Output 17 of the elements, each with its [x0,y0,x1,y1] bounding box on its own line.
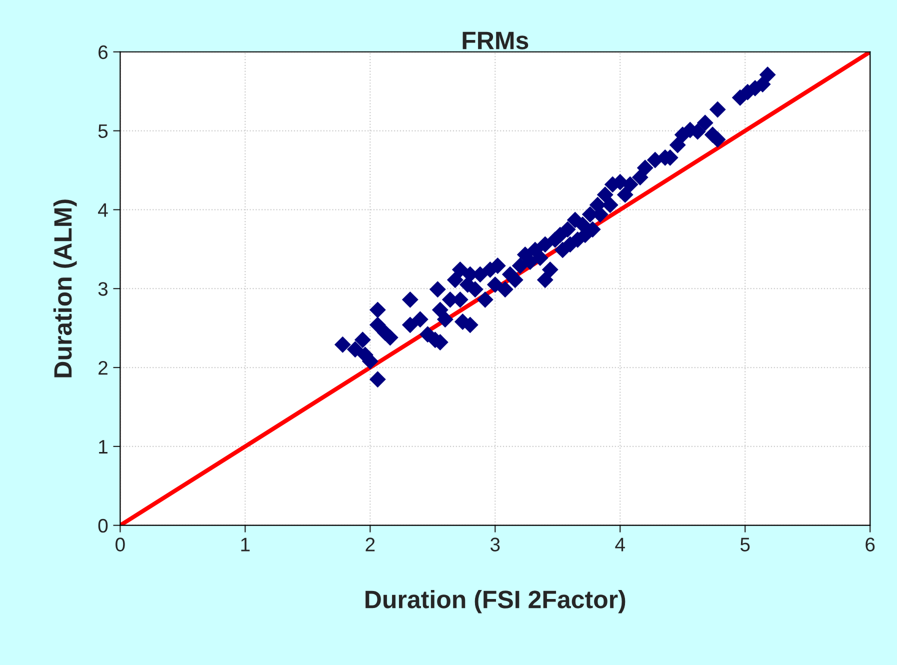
y-tick-label: 0 [98,518,108,533]
x-tick-label: 5 [740,538,750,552]
x-tick-label: 1 [241,538,250,552]
y-axis-title: Duration (ALM) [53,200,77,378]
chart-title: FRMs [462,32,528,50]
y-tick-label: 3 [98,282,108,296]
x-tick-label: 3 [490,538,500,552]
x-tick-label: 0 [116,538,125,552]
y-tick-label: 2 [98,360,108,375]
x-tick-label: 4 [615,538,625,552]
y-tick-label: 5 [98,124,108,138]
x-tick-label: 6 [866,538,875,552]
y-tick-label: 6 [98,45,108,60]
x-axis-title: Duration (FSI 2Factor) [366,590,626,614]
y-tick-label: 1 [99,440,108,454]
x-tick-label: 2 [366,538,375,552]
y-tick-label: 4 [98,203,108,217]
